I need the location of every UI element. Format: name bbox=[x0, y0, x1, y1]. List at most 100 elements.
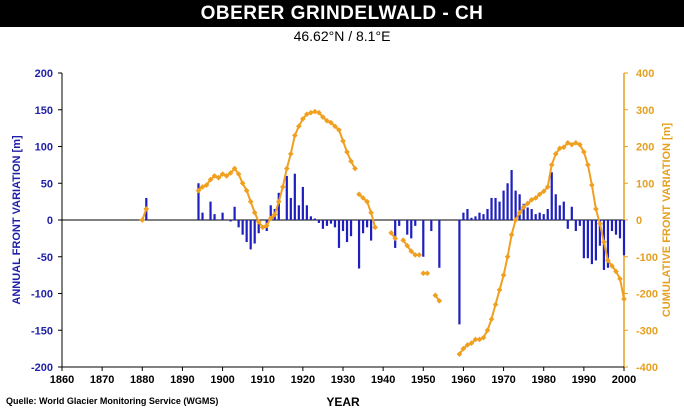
cumulative-point bbox=[219, 171, 226, 177]
annual-bar bbox=[249, 220, 252, 250]
annual-bar bbox=[229, 220, 232, 222]
cumulative-point bbox=[215, 174, 222, 181]
annual-bar bbox=[305, 205, 308, 220]
annual-bar bbox=[341, 220, 345, 232]
cumulative-point bbox=[484, 327, 491, 334]
cumulative-point bbox=[420, 270, 427, 277]
annual-bar bbox=[554, 194, 557, 220]
annual-bar bbox=[365, 220, 369, 228]
cumulative-point bbox=[199, 184, 206, 190]
chart-title: OBERER GRINDELWALD - CH bbox=[0, 0, 684, 27]
cumulative-point bbox=[504, 253, 511, 260]
annual-bar bbox=[345, 220, 349, 243]
cumulative-point bbox=[388, 230, 394, 236]
y-right-tick-label: 400 bbox=[636, 68, 654, 80]
cumulative-point bbox=[593, 206, 599, 212]
cumulative-point bbox=[544, 184, 551, 190]
cumulative-point bbox=[573, 139, 579, 146]
annual-bar bbox=[337, 220, 341, 248]
x-tick-label: 1870 bbox=[90, 374, 114, 386]
cumulative-point bbox=[360, 195, 366, 201]
cumulative-point bbox=[255, 219, 262, 225]
annual-bar bbox=[241, 220, 244, 235]
annual-bar bbox=[309, 216, 312, 220]
cumulative-point bbox=[508, 231, 515, 238]
y-left-tick-label: -50 bbox=[37, 252, 53, 264]
cumulative-point bbox=[552, 151, 559, 157]
annual-bar bbox=[566, 220, 569, 229]
annual-bar bbox=[333, 220, 337, 228]
cumulative-point bbox=[300, 116, 306, 122]
x-tick-label: 1900 bbox=[210, 374, 234, 386]
cumulative-point bbox=[352, 165, 358, 172]
x-tick-label: 1930 bbox=[331, 374, 355, 386]
cumulative-point bbox=[279, 184, 286, 190]
annual-bar bbox=[590, 220, 593, 265]
cumulative-point bbox=[585, 162, 591, 168]
cumulative-point bbox=[239, 180, 246, 187]
annual-bar bbox=[329, 220, 333, 224]
annual-bar bbox=[526, 207, 529, 220]
annual-bar bbox=[317, 220, 321, 223]
cumulative-point bbox=[259, 224, 266, 231]
cumulative-point bbox=[597, 220, 603, 227]
annual-bar bbox=[486, 208, 489, 220]
cumulative-point bbox=[468, 340, 475, 346]
annual-bar bbox=[610, 220, 614, 232]
annual-bar bbox=[349, 220, 353, 237]
annual-bar bbox=[466, 208, 469, 220]
cumulative-point bbox=[320, 114, 326, 120]
annual-bar bbox=[570, 206, 573, 220]
y-right-tick-label: 100 bbox=[636, 178, 654, 190]
cumulative-point bbox=[512, 217, 519, 223]
annual-bar bbox=[289, 197, 292, 220]
cumulative-point bbox=[605, 257, 611, 264]
cumulative-point bbox=[581, 149, 587, 155]
cumulative-point bbox=[231, 165, 238, 172]
cumulative-point bbox=[617, 275, 623, 282]
cumulative-point bbox=[356, 191, 362, 198]
cumulative-point bbox=[432, 292, 439, 299]
annual-bar bbox=[438, 220, 441, 268]
x-tick-label: 1940 bbox=[371, 374, 395, 386]
cumulative-point bbox=[203, 182, 210, 188]
cumulative-point bbox=[424, 270, 431, 277]
annual-bar bbox=[197, 183, 200, 220]
annual-bars-group bbox=[145, 170, 626, 325]
x-tick-label: 1970 bbox=[491, 374, 515, 386]
cumulative-point bbox=[412, 252, 419, 258]
cumulative-point bbox=[472, 336, 479, 343]
annual-bar bbox=[474, 216, 477, 220]
annual-bar bbox=[614, 220, 618, 235]
y-left-tick-label: 50 bbox=[41, 178, 53, 190]
annual-bar bbox=[550, 172, 553, 220]
annual-bar bbox=[502, 190, 505, 220]
cumulative-point bbox=[556, 145, 563, 152]
y-left-tick-label: -150 bbox=[31, 325, 53, 337]
cumulative-line-segment bbox=[458, 141, 625, 355]
annual-bar bbox=[398, 220, 401, 226]
cumulative-point bbox=[235, 171, 242, 177]
cumulative-point bbox=[292, 132, 298, 139]
y-left-tick-label: 150 bbox=[35, 105, 53, 117]
x-tick-label: 1980 bbox=[531, 374, 555, 386]
x-tick-label: 2000 bbox=[612, 374, 636, 386]
cumulative-point bbox=[328, 119, 334, 126]
cumulative-point bbox=[613, 268, 619, 275]
y-left-tick-label: -200 bbox=[31, 362, 53, 374]
cumulative-point bbox=[368, 209, 374, 216]
annual-bar bbox=[406, 220, 409, 235]
y-axis-left-title: ANNUAL FRONT VARIATION [m] bbox=[11, 135, 23, 305]
x-tick-label: 1960 bbox=[451, 374, 475, 386]
annual-bar bbox=[313, 218, 317, 220]
cumulative-point bbox=[312, 108, 318, 115]
annual-bar bbox=[257, 220, 260, 234]
cumulative-point bbox=[460, 345, 467, 352]
cumulative-point bbox=[139, 217, 146, 223]
annual-bar bbox=[546, 208, 549, 220]
y-right-tick-label: -300 bbox=[636, 325, 658, 337]
x-tick-label: 1910 bbox=[250, 374, 274, 386]
annual-bar bbox=[321, 220, 325, 229]
cumulative-point bbox=[436, 298, 443, 304]
annual-bar bbox=[506, 183, 509, 220]
